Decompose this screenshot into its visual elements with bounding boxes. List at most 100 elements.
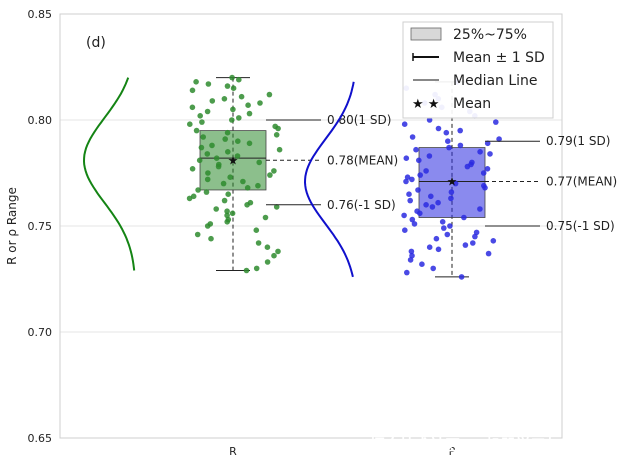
data-point: [195, 187, 201, 193]
data-point: [213, 155, 220, 161]
data-point: [411, 221, 418, 227]
data-point: [484, 140, 491, 147]
data-point: [457, 142, 464, 149]
data-point: [230, 106, 236, 113]
data-point: [193, 79, 199, 85]
data-point: [244, 202, 250, 208]
data-point: [472, 233, 478, 240]
legend-star-swatch: ★ ★: [412, 97, 439, 112]
data-point: [404, 269, 410, 276]
data-point: [485, 250, 492, 257]
data-point: [209, 142, 215, 149]
data-point: [267, 172, 273, 178]
data-point: [204, 223, 211, 229]
data-point: [204, 176, 211, 183]
data-point: [213, 206, 219, 212]
data-point: [243, 267, 250, 274]
data-point: [482, 185, 488, 191]
y-tick-label: 0.70: [28, 326, 53, 339]
data-point: [264, 244, 271, 250]
data-point: [229, 117, 235, 123]
data-point: [417, 210, 423, 217]
data-point: [224, 212, 230, 219]
data-point: [234, 153, 241, 159]
data-point: [407, 257, 414, 263]
y-axis-label: R or ρ Range: [5, 187, 19, 265]
data-point: [238, 93, 245, 100]
data-point: [273, 204, 280, 210]
data-point: [480, 170, 487, 176]
data-point: [443, 129, 450, 136]
data-point: [227, 174, 233, 180]
mean-label: 0.77(MEAN): [546, 174, 617, 188]
data-point: [253, 227, 260, 233]
data-point: [255, 240, 262, 246]
data-point: [496, 136, 502, 142]
y-tick-label: 0.65: [28, 432, 53, 445]
data-point: [236, 76, 242, 83]
data-point: [205, 81, 212, 87]
data-point: [245, 102, 251, 108]
y-tick-label: 0.75: [28, 220, 53, 233]
data-point: [225, 191, 231, 197]
data-point: [406, 191, 412, 197]
data-point: [448, 195, 454, 202]
data-point: [423, 202, 429, 208]
data-point: [229, 74, 235, 81]
data-point: [435, 125, 442, 132]
group-r: ★ 0.80(1 SD) 0.78(MEAN) 0.76(-1 SD): [82, 74, 398, 274]
data-point: [236, 115, 242, 121]
data-point: [186, 195, 193, 202]
data-point: [224, 208, 230, 214]
data-point: [255, 182, 261, 189]
legend-label: Mean ± 1 SD: [453, 50, 545, 66]
data-point: [401, 212, 407, 219]
data-point: [444, 231, 451, 238]
data-point: [276, 146, 283, 153]
data-point: [194, 231, 201, 238]
data-point: [205, 170, 211, 176]
plot-frame: [59, 13, 563, 439]
data-point: [430, 265, 437, 272]
data-point: [419, 261, 425, 268]
data-point: [415, 187, 421, 193]
data-point: [204, 108, 211, 115]
data-point: [221, 96, 228, 102]
data-point: [220, 180, 227, 187]
data-point: [275, 125, 281, 132]
data-point: [244, 185, 251, 191]
data-point: [439, 219, 446, 225]
data-point: [448, 189, 455, 195]
data-point: [222, 136, 228, 142]
data-point: [225, 149, 231, 155]
data-point: [240, 178, 246, 185]
data-point: [266, 91, 273, 98]
data-point: [264, 259, 271, 265]
data-point: [230, 85, 237, 91]
legend-label: Mean: [453, 96, 491, 112]
data-point: [235, 138, 241, 144]
data-point: [203, 189, 210, 195]
data-point: [401, 121, 408, 127]
data-point: [273, 132, 280, 138]
data-point: [200, 134, 206, 140]
data-point: [487, 151, 493, 157]
data-point: [402, 227, 408, 233]
data-point: [458, 274, 465, 280]
data-point: [224, 129, 231, 136]
legend: ★ ★ 25%~75% Mean ± 1 SD Median Line Mean: [402, 21, 554, 119]
data-point: [428, 193, 434, 200]
data-point: [477, 206, 483, 212]
data-point: [404, 174, 411, 180]
data-point: [441, 225, 447, 231]
data-point: [403, 155, 410, 161]
mean-label: 0.78(MEAN): [327, 153, 398, 167]
panel-label: (d): [86, 35, 106, 51]
data-point: [198, 144, 205, 151]
sd-lower-label: 0.76(-1 SD): [327, 198, 396, 212]
data-point: [275, 248, 281, 255]
data-point: [426, 153, 433, 159]
data-point: [408, 248, 415, 255]
